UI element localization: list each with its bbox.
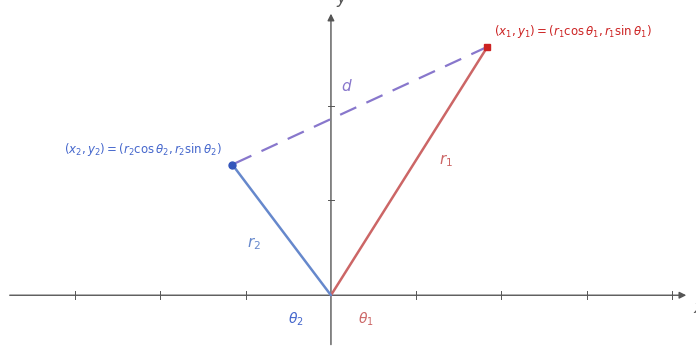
Text: $r_2$: $r_2$ (246, 236, 261, 252)
Text: $y$: $y$ (336, 0, 349, 9)
Text: $\theta_2$: $\theta_2$ (288, 310, 303, 328)
Text: $x$: $x$ (693, 299, 696, 317)
Text: $\theta_1$: $\theta_1$ (358, 310, 374, 328)
Text: $r_1$: $r_1$ (438, 152, 452, 169)
Text: $d$: $d$ (341, 78, 353, 94)
Text: $(x_2, y_2) = (r_2\cos\theta_2, r_2\sin\theta_2)$: $(x_2, y_2) = (r_2\cos\theta_2, r_2\sin\… (64, 141, 222, 158)
Text: $(x_1, y_1) = (r_1\cos\theta_1, r_1\sin\theta_1)$: $(x_1, y_1) = (r_1\cos\theta_1, r_1\sin\… (494, 23, 652, 40)
